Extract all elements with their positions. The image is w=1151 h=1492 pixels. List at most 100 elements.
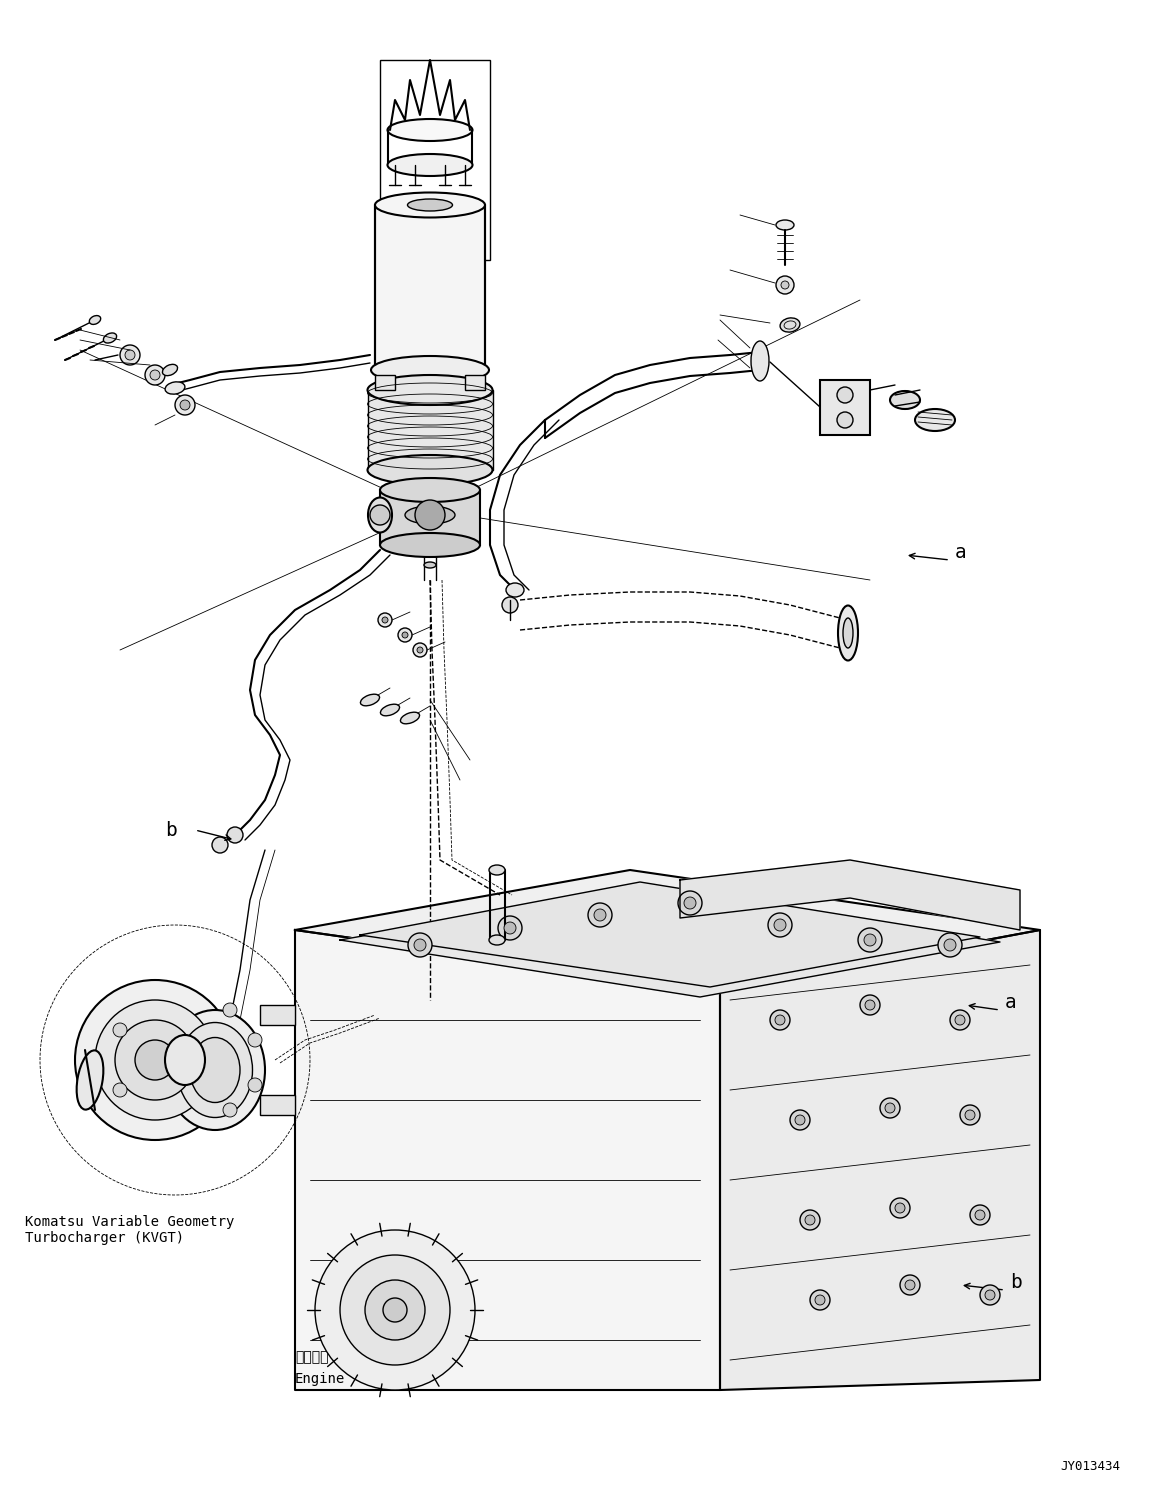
Circle shape xyxy=(885,1103,895,1113)
Circle shape xyxy=(970,1206,990,1225)
Circle shape xyxy=(150,370,160,380)
Ellipse shape xyxy=(380,533,480,557)
Circle shape xyxy=(502,597,518,613)
Ellipse shape xyxy=(780,318,800,333)
Circle shape xyxy=(860,995,881,1015)
Circle shape xyxy=(223,1103,237,1118)
Circle shape xyxy=(247,1079,262,1092)
Ellipse shape xyxy=(380,477,480,501)
Polygon shape xyxy=(340,885,1000,997)
Circle shape xyxy=(594,909,605,921)
Circle shape xyxy=(247,1032,262,1047)
Polygon shape xyxy=(721,930,1041,1391)
Ellipse shape xyxy=(90,316,100,324)
Circle shape xyxy=(504,922,516,934)
Bar xyxy=(820,380,870,436)
Circle shape xyxy=(955,1015,965,1025)
Ellipse shape xyxy=(375,192,485,218)
Bar xyxy=(380,60,490,260)
Circle shape xyxy=(881,1098,900,1118)
Circle shape xyxy=(125,351,135,360)
Ellipse shape xyxy=(843,618,853,648)
Circle shape xyxy=(810,1291,830,1310)
Circle shape xyxy=(782,280,788,289)
Circle shape xyxy=(895,1203,905,1213)
Circle shape xyxy=(75,980,235,1140)
Ellipse shape xyxy=(401,712,420,724)
Polygon shape xyxy=(680,859,1020,930)
Ellipse shape xyxy=(368,497,392,533)
Text: a: a xyxy=(955,543,967,562)
Circle shape xyxy=(383,1298,407,1322)
Ellipse shape xyxy=(424,562,436,568)
Ellipse shape xyxy=(165,1010,265,1129)
Circle shape xyxy=(135,1040,175,1080)
Circle shape xyxy=(340,1255,450,1365)
Circle shape xyxy=(684,897,696,909)
Circle shape xyxy=(369,504,390,525)
Circle shape xyxy=(120,345,140,366)
Circle shape xyxy=(113,1083,127,1097)
Circle shape xyxy=(890,1198,910,1217)
Circle shape xyxy=(414,938,426,950)
Circle shape xyxy=(773,919,786,931)
Circle shape xyxy=(180,400,190,410)
Bar xyxy=(375,374,395,389)
Bar xyxy=(260,1095,295,1115)
Circle shape xyxy=(498,916,523,940)
Circle shape xyxy=(857,928,882,952)
Circle shape xyxy=(398,628,412,642)
Ellipse shape xyxy=(190,1037,241,1103)
Ellipse shape xyxy=(165,382,185,394)
Bar xyxy=(375,204,485,370)
Text: a: a xyxy=(1005,994,1016,1013)
Text: JY013434: JY013434 xyxy=(1060,1461,1120,1473)
Circle shape xyxy=(212,837,228,853)
Ellipse shape xyxy=(915,409,955,431)
Ellipse shape xyxy=(381,704,399,716)
Text: エンジン: エンジン xyxy=(295,1350,328,1364)
Ellipse shape xyxy=(405,506,455,524)
Circle shape xyxy=(768,913,792,937)
Polygon shape xyxy=(295,870,1041,991)
Ellipse shape xyxy=(367,455,493,485)
Circle shape xyxy=(175,395,195,415)
Circle shape xyxy=(800,1210,820,1229)
Circle shape xyxy=(315,1229,475,1391)
Ellipse shape xyxy=(371,357,489,383)
Text: b: b xyxy=(1009,1274,1022,1292)
Circle shape xyxy=(805,1214,815,1225)
Circle shape xyxy=(96,1000,215,1120)
Ellipse shape xyxy=(388,154,473,176)
Ellipse shape xyxy=(776,219,794,230)
Circle shape xyxy=(113,1024,127,1037)
Circle shape xyxy=(866,1000,875,1010)
Circle shape xyxy=(678,891,702,915)
Circle shape xyxy=(417,648,424,653)
Text: Komatsu Variable Geometry
Turbocharger (KVGT): Komatsu Variable Geometry Turbocharger (… xyxy=(25,1214,235,1246)
Circle shape xyxy=(776,276,794,294)
Ellipse shape xyxy=(104,333,116,343)
Circle shape xyxy=(588,903,612,927)
Circle shape xyxy=(864,934,876,946)
Ellipse shape xyxy=(177,1022,252,1118)
Ellipse shape xyxy=(489,865,505,874)
Circle shape xyxy=(944,938,956,950)
Polygon shape xyxy=(295,930,721,1391)
Ellipse shape xyxy=(360,694,380,706)
Circle shape xyxy=(145,366,165,385)
Ellipse shape xyxy=(165,1035,205,1085)
Circle shape xyxy=(837,386,853,403)
Ellipse shape xyxy=(367,374,493,404)
Circle shape xyxy=(980,1285,1000,1306)
Circle shape xyxy=(413,643,427,656)
Bar xyxy=(260,1006,295,1025)
Text: b: b xyxy=(165,821,177,840)
Ellipse shape xyxy=(388,119,473,142)
Circle shape xyxy=(975,1210,985,1220)
Ellipse shape xyxy=(838,606,857,661)
Circle shape xyxy=(407,932,432,956)
Bar xyxy=(465,374,485,389)
Circle shape xyxy=(775,1015,785,1025)
Circle shape xyxy=(795,1115,805,1125)
